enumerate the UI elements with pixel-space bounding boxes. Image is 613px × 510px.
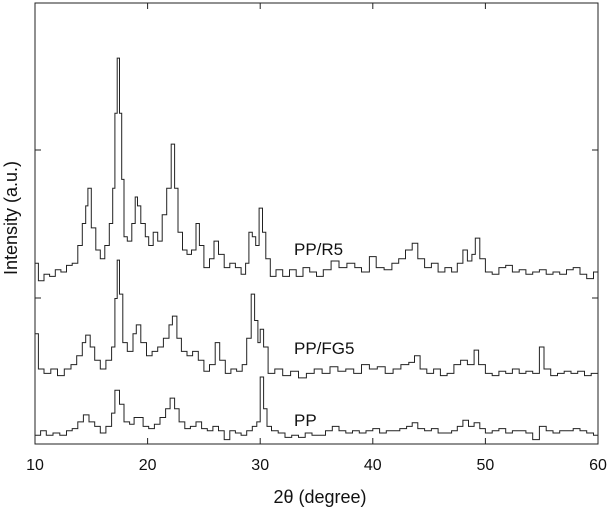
series-lines: [35, 57, 599, 441]
x-tick-label: 60: [589, 457, 607, 474]
series-label-pp-r5: PP/R5: [294, 240, 343, 259]
axis-ticks: 10 20 30 40 50 60: [26, 3, 607, 474]
series-line-pp-fg5: [35, 259, 599, 379]
series-label-pp-fg5: PP/FG5: [294, 339, 354, 358]
x-axis-label: 2θ (degree): [273, 487, 366, 507]
series-label-pp: PP: [294, 411, 317, 430]
x-tick-label: 10: [26, 457, 44, 474]
x-tick-label: 50: [477, 457, 495, 474]
plot-frame: [34, 2, 599, 445]
x-tick-label: 20: [139, 457, 157, 474]
series-line-pp-r5: [35, 57, 599, 282]
series-line-pp: [35, 376, 599, 441]
x-tick-label: 40: [364, 457, 382, 474]
y-axis-label: Intensity (a.u.): [1, 161, 21, 275]
x-tick-label: 30: [251, 457, 269, 474]
